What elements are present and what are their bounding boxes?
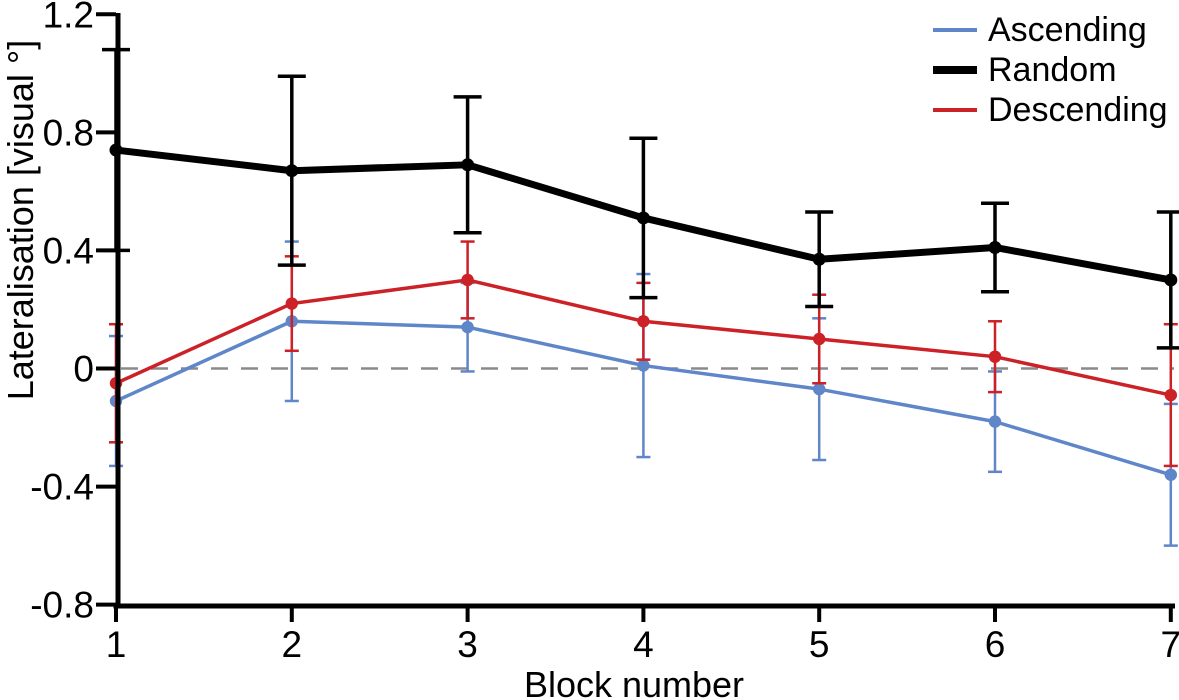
legend-label-descending: Descending bbox=[988, 90, 1168, 129]
x-tick-label: 7 bbox=[1161, 624, 1179, 665]
x-tick-label: 4 bbox=[633, 624, 654, 665]
data-point-ascending bbox=[988, 415, 1002, 428]
data-point-ascending bbox=[1164, 468, 1178, 481]
data-point-descending bbox=[285, 297, 298, 310]
legend-swatch-descending bbox=[933, 108, 977, 112]
data-point-descending bbox=[637, 315, 650, 328]
y-tick-label: -0.4 bbox=[30, 467, 94, 508]
legend-item-descending: Descending bbox=[933, 90, 1168, 130]
data-point-random bbox=[812, 252, 826, 266]
data-point-descending bbox=[461, 273, 474, 287]
data-point-ascending bbox=[813, 382, 826, 396]
y-tick-label: 1.2 bbox=[43, 0, 94, 35]
x-tick-label: 1 bbox=[106, 624, 127, 665]
y-tick-label: 0.4 bbox=[43, 230, 94, 271]
data-point-random bbox=[285, 164, 299, 178]
legend-label-ascending: Ascending bbox=[988, 10, 1147, 49]
data-point-random bbox=[461, 158, 475, 172]
y-tick-label: 0 bbox=[73, 349, 94, 390]
data-point-ascending bbox=[637, 359, 650, 372]
legend-swatch-ascending bbox=[933, 28, 977, 32]
data-point-ascending bbox=[461, 320, 474, 334]
x-axis-title: Block number bbox=[523, 664, 745, 700]
data-point-descending bbox=[1164, 388, 1178, 402]
legend: Ascending Random Descending bbox=[933, 10, 1168, 130]
legend-swatch-random bbox=[933, 66, 977, 74]
x-tick-label: 5 bbox=[809, 624, 830, 665]
data-point-random bbox=[988, 240, 1002, 254]
data-point-random bbox=[636, 211, 650, 225]
y-axis-title: Lateralisation [visual °] bbox=[0, 39, 41, 401]
x-tick-label: 3 bbox=[457, 624, 478, 665]
data-point-descending bbox=[988, 350, 1002, 363]
data-point-random bbox=[1164, 273, 1178, 287]
x-tick-label: 6 bbox=[985, 624, 1006, 665]
legend-label-random: Random bbox=[988, 50, 1117, 89]
legend-item-random: Random bbox=[933, 50, 1168, 90]
data-point-descending bbox=[813, 332, 826, 346]
y-tick-label: 0.8 bbox=[43, 112, 94, 153]
x-tick-label: 2 bbox=[282, 624, 303, 665]
y-tick-label: -0.8 bbox=[30, 585, 94, 626]
legend-item-ascending: Ascending bbox=[933, 10, 1168, 50]
